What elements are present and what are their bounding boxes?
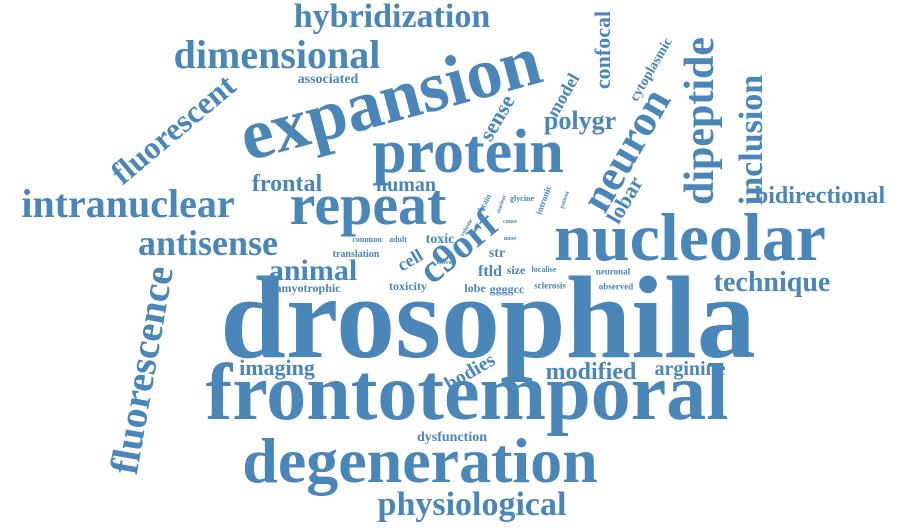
word-toxic: toxic xyxy=(425,232,455,247)
word-physiological: physiological xyxy=(377,486,567,523)
word-str: str xyxy=(488,246,506,261)
word-fluorescent: fluorescent xyxy=(103,66,243,192)
word-intronic: intronic xyxy=(533,183,554,216)
word-sclerosis: sclerosis xyxy=(534,280,566,291)
word-size: size xyxy=(506,263,526,277)
word-nucleolar: nucleolar xyxy=(554,199,826,275)
word-dipeptide: dipeptide xyxy=(677,36,723,206)
word-lateral: lateral xyxy=(436,260,454,266)
word-degeneration: degeneration xyxy=(242,425,598,496)
word-polygr: polygr xyxy=(543,106,617,135)
word-adult: adult xyxy=(389,235,407,244)
word-modified: modified xyxy=(545,359,637,385)
word-imaging: imaging xyxy=(239,355,315,380)
word-lobe: lobe xyxy=(464,281,486,295)
word-confocal: confocal xyxy=(590,10,615,90)
word-antisense: antisense xyxy=(137,223,279,263)
word-localise: localise xyxy=(531,265,557,274)
word-associated: associated xyxy=(297,72,359,87)
word-arginine: arginine xyxy=(654,358,726,380)
word-common: common xyxy=(352,235,382,244)
word-ggggcc: ggggcc xyxy=(489,282,525,296)
word-bidirectional: bidirectional xyxy=(754,183,886,209)
word-translation: translation xyxy=(332,249,380,260)
word-neuronal: neuronal xyxy=(595,266,631,277)
word-cause: cause xyxy=(503,219,517,225)
word-hybridization: hybridization xyxy=(293,0,491,35)
word-repeat: repeat xyxy=(289,172,447,237)
word-fluorescence: fluorescence xyxy=(101,262,182,478)
word-amyotrophic: amyotrophic xyxy=(275,281,341,295)
word-human: human xyxy=(375,174,437,196)
word-drosophila: drosophila xyxy=(220,252,756,383)
word-ftld: ftld xyxy=(478,263,502,280)
word-frontal: frontal xyxy=(251,171,323,197)
word-dimensional: dimensional xyxy=(173,32,381,77)
word-protein: protein xyxy=(372,118,564,186)
word-glycine: glycine xyxy=(510,194,534,203)
word-observed: observed xyxy=(598,281,634,292)
word-intranuclear: intranuclear xyxy=(21,181,235,226)
word-dysfunction: dysfunction xyxy=(416,430,488,445)
word-toxicity: toxicity xyxy=(389,279,427,293)
word-technique: technique xyxy=(713,267,831,298)
word-brain: brain xyxy=(476,192,494,214)
word-nuclear: nuclear xyxy=(495,193,509,215)
word-frontotemporal: frontotemporal xyxy=(205,349,729,437)
word-most: most xyxy=(503,236,517,242)
word-animal: animal xyxy=(268,254,358,287)
